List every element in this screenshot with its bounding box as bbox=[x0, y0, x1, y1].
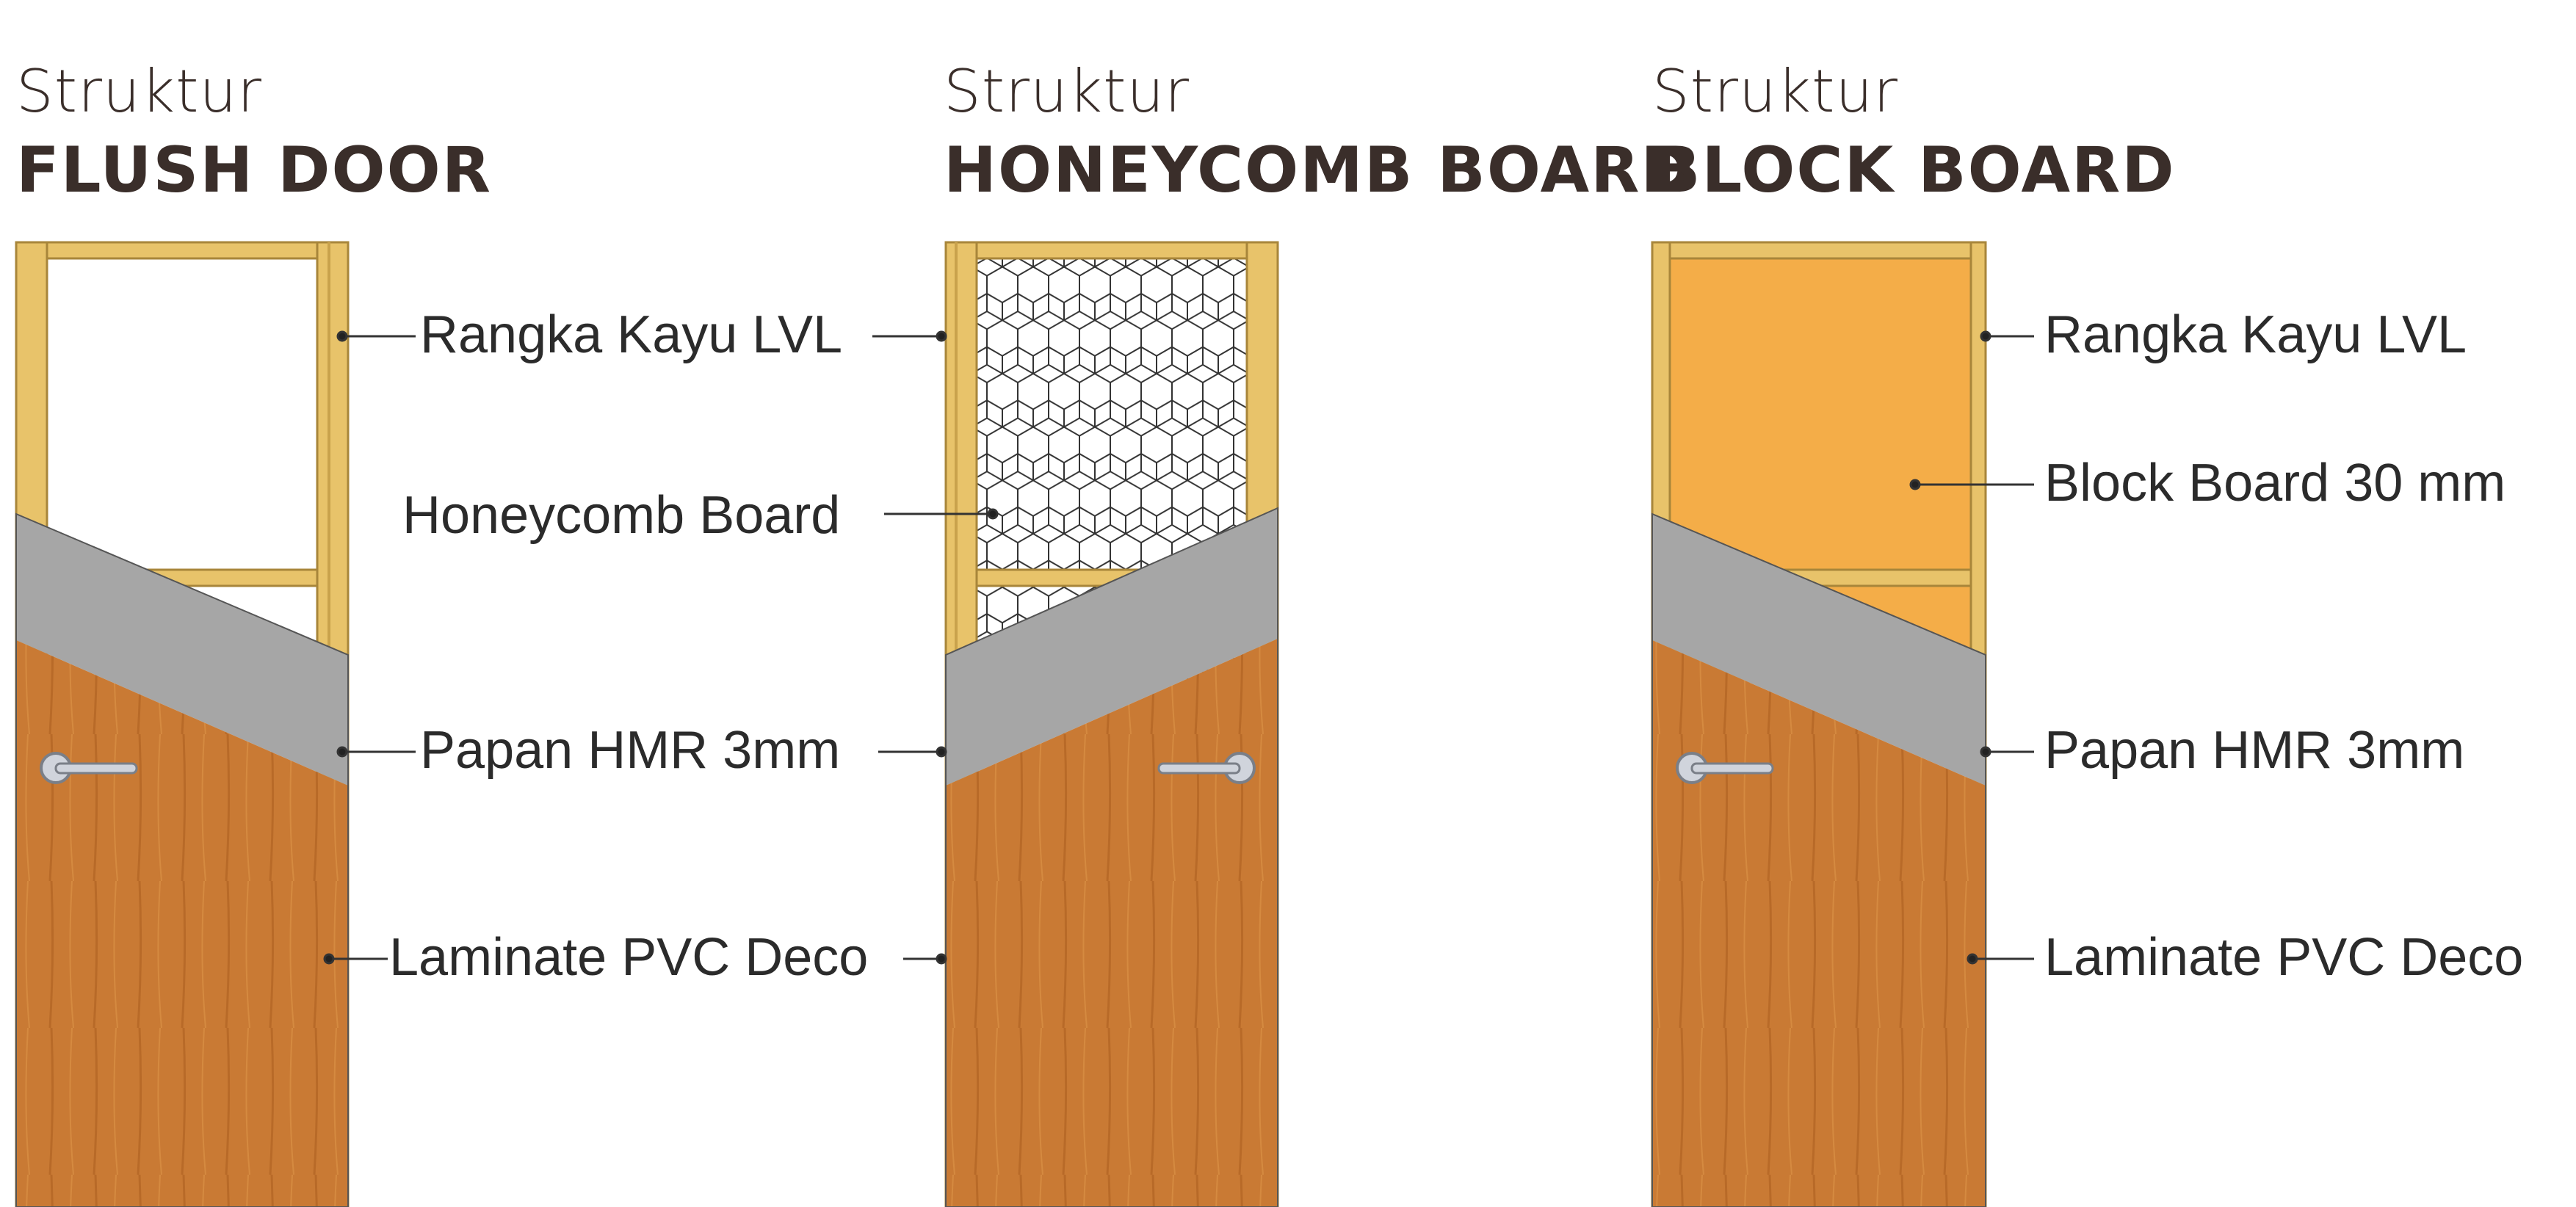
panel3-subtitle: Struktur bbox=[1652, 57, 1899, 126]
panel2-subtitle: Struktur bbox=[944, 57, 1190, 126]
honeycomb-door bbox=[944, 241, 1279, 1207]
label-rangka-kayu-1: Rangka Kayu LVL bbox=[420, 305, 843, 364]
label-block-board: Block Board 30 mm bbox=[2044, 454, 2506, 512]
leader-lines bbox=[323, 330, 2034, 965]
panel3-title: BLOCK BOARD bbox=[1652, 134, 2176, 207]
flush-door bbox=[15, 241, 350, 1207]
block-board-door bbox=[1651, 241, 1987, 1207]
panel2-title: HONEYCOMB BOARD bbox=[944, 134, 1695, 207]
label-papan-hmr-1: Papan HMR 3mm bbox=[420, 721, 841, 780]
label-papan-hmr-3: Papan HMR 3mm bbox=[2044, 721, 2465, 780]
label-laminate-3: Laminate PVC Deco bbox=[2044, 928, 2524, 987]
panel1-title: FLUSH DOOR bbox=[16, 134, 492, 207]
panel1-subtitle: Struktur bbox=[16, 57, 263, 126]
label-rangka-kayu-3: Rangka Kayu LVL bbox=[2044, 305, 2467, 364]
label-honeycomb: Honeycomb Board bbox=[402, 486, 841, 545]
label-laminate-1: Laminate PVC Deco bbox=[389, 928, 869, 987]
